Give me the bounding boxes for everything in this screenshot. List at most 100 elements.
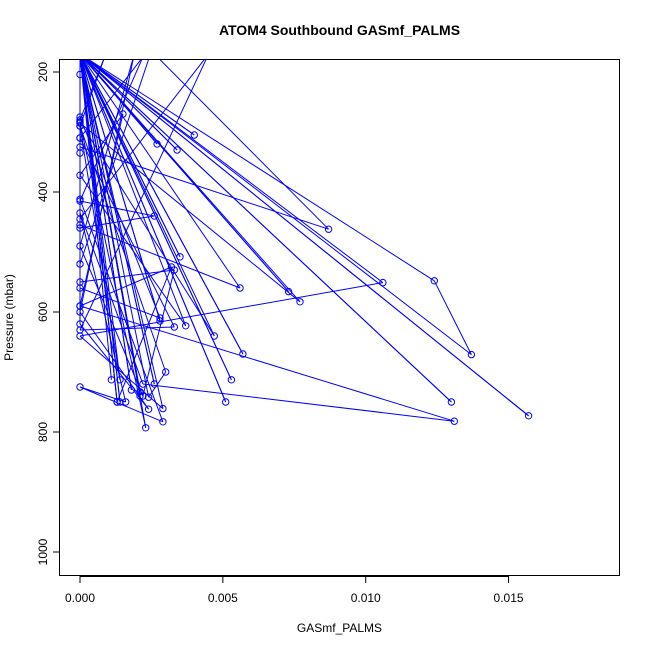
series-segment: [83, 60, 241, 289]
series-segment: [86, 60, 472, 355]
data-point: [467, 350, 476, 359]
data-point: [284, 287, 293, 296]
data-point: [122, 398, 130, 406]
data-point: [156, 317, 164, 325]
series-segment: [82, 60, 181, 258]
series-segment: [80, 60, 141, 397]
series-segment: [80, 60, 155, 385]
data-point: [167, 263, 176, 271]
series-segment: [79, 125, 167, 373]
x-axis-label: GASmf_PALMS: [297, 621, 382, 635]
data-point: [144, 405, 153, 413]
data-point: [76, 224, 84, 232]
series-segment: [79, 122, 301, 303]
series-segment: [79, 121, 215, 337]
data-point: [76, 143, 84, 151]
series-segment: [81, 60, 227, 403]
series-segment: [79, 305, 455, 422]
data-point: [170, 323, 179, 331]
data-point: [76, 119, 84, 127]
data-point: [190, 131, 199, 139]
data-point: [76, 383, 84, 391]
series-segment: [79, 335, 164, 409]
data-point: [76, 332, 84, 340]
data-point: [144, 393, 153, 401]
data-point: [76, 302, 84, 310]
data-point: [76, 134, 84, 142]
data-point: [173, 146, 181, 154]
y-axis-label: Pressure (mbar): [2, 274, 16, 361]
data-point: [156, 314, 164, 322]
data-point: [159, 418, 167, 426]
data-point: [176, 253, 184, 261]
data-point: [159, 404, 167, 413]
series-segment: [79, 122, 147, 428]
data-point: [119, 110, 127, 118]
data-point: [153, 140, 161, 148]
data-point: [524, 412, 533, 420]
series-segment: [80, 60, 150, 398]
x-tick-label: 0.015: [494, 591, 524, 605]
data-point: [76, 171, 84, 179]
data-point: [239, 350, 247, 358]
data-point: [76, 70, 84, 79]
series-segment: [87, 60, 195, 136]
x-tick-label: 0.005: [208, 591, 238, 605]
series-segment: [79, 60, 149, 265]
data-point: [227, 376, 236, 384]
series-segment: [86, 60, 529, 417]
series-segment: [79, 287, 161, 319]
data-point: [236, 284, 244, 292]
series-segment: [82, 60, 244, 355]
series-segment: [80, 60, 112, 380]
series-segment: [81, 60, 187, 326]
x-axis: 0.000 0.005 0.010 0.015: [65, 576, 524, 605]
chart-title: ATOM4 Southbound GASmf_PALMS: [219, 22, 460, 38]
data-point: [210, 332, 219, 340]
data-point: [76, 278, 84, 286]
data-point: [76, 260, 84, 268]
series-segment: [159, 60, 329, 230]
series-segment: [79, 326, 175, 331]
series-segment: [84, 60, 158, 145]
data-point: [136, 392, 144, 400]
series-segment: [79, 125, 121, 380]
data-point: [127, 386, 136, 394]
series-segment: [142, 269, 175, 397]
data-point: [116, 398, 124, 406]
data-point: [136, 388, 144, 396]
series-segment: [79, 266, 172, 307]
series-segment: [79, 282, 383, 337]
series-segment: [87, 60, 384, 283]
data-point: [150, 212, 159, 220]
series-segment: [79, 245, 144, 397]
data-point: [76, 221, 84, 229]
data-point: [76, 122, 84, 130]
data-point: [142, 424, 150, 432]
plot-area: [76, 60, 533, 432]
series-segment: [85, 60, 178, 151]
series-segment: [84, 60, 289, 292]
y-axis: 200 400 600 800 1000: [36, 62, 60, 565]
data-point: [324, 225, 333, 233]
data-point: [107, 376, 116, 384]
data-point: [76, 242, 84, 250]
data-point: [296, 298, 304, 306]
series-segment: [79, 137, 175, 328]
series-segment: [80, 60, 132, 391]
series-segment: [85, 60, 452, 403]
data-point: [116, 376, 124, 384]
series-segment: [116, 266, 172, 403]
series-segment: [79, 224, 241, 289]
x-tick-label: 0.010: [351, 591, 381, 605]
data-point: [139, 380, 147, 388]
y-tick-label: 400: [36, 182, 50, 202]
data-point: [76, 209, 84, 217]
y-tick-label: 1000: [36, 538, 50, 565]
data-point: [447, 398, 456, 406]
series-segment: [79, 386, 164, 423]
data-point: [379, 278, 387, 287]
series-segment: [81, 60, 161, 322]
data-point: [113, 398, 121, 406]
